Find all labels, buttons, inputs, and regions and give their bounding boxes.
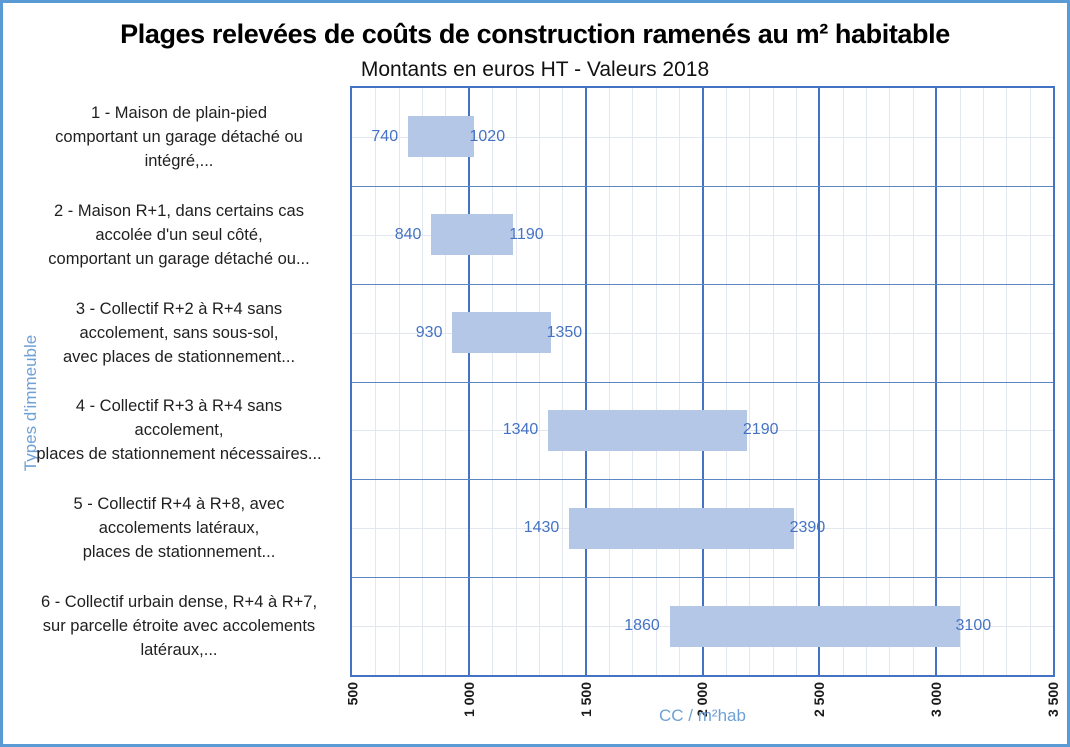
chart-title: Plages relevées de coûts de construction… (120, 19, 950, 49)
bar-max-label: 1350 (546, 323, 583, 341)
category-label: 2 - Maison R+1, dans certains cas accolé… (48, 201, 310, 268)
category-label: 3 - Collectif R+2 à R+4 sans accolement,… (62, 299, 296, 366)
bar-min-label: 1340 (502, 421, 539, 439)
range-bar[interactable] (408, 116, 474, 158)
row-separator (352, 283, 1053, 285)
bar-max-label: 2190 (742, 421, 779, 439)
category-label: 4 - Collectif R+3 à R+4 sans accolement,… (36, 397, 322, 464)
bar-max-label: 1020 (469, 127, 506, 145)
range-bar[interactable] (669, 605, 960, 647)
range-bar[interactable] (569, 507, 794, 549)
category-label: 1 - Maison de plain-pied comportant un g… (55, 103, 303, 170)
row-separator (352, 381, 1053, 383)
row-separator (352, 577, 1053, 579)
range-bar[interactable] (452, 312, 551, 354)
bar-min-label: 930 (415, 323, 443, 341)
bar-min-label: 1860 (624, 617, 660, 635)
range-bar[interactable] (548, 409, 747, 451)
bar-max-label: 3100 (955, 617, 992, 635)
plot-area: 740 1020 840 1190 930 1350 1340 2190 1430 2390 186… (350, 86, 1055, 677)
category-label: 5 - Collectif R+4 à R+8, avec accolement… (73, 495, 285, 562)
chart-subtitle: Montants en euros HT - Valeurs 2018 (360, 58, 710, 81)
bar-min-label: 1430 (523, 519, 560, 537)
x-tick-label-text: 500 (344, 682, 360, 706)
bar-min-label: 740 (371, 127, 399, 145)
bar-min-label: 840 (394, 225, 422, 243)
x-axis-title: CC / m²hab (659, 706, 746, 725)
row-separator (352, 185, 1053, 187)
bar-max-label: 2390 (789, 519, 826, 537)
row-separator (352, 479, 1053, 481)
range-bar[interactable] (431, 214, 514, 256)
bar-max-label: 1190 (509, 225, 544, 243)
category-label: 6 - Collectif urbain dense, R+4 à R+7, s… (40, 593, 318, 660)
